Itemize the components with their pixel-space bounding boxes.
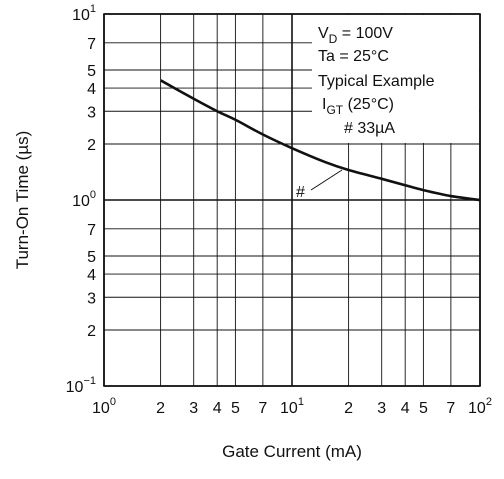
x-tick-label: 2 xyxy=(156,400,165,417)
x-tick-label: 101 xyxy=(280,396,304,417)
y-tick-label: 3 xyxy=(87,104,96,121)
y-tick-label: 2 xyxy=(87,323,96,340)
y-tick-label: 4 xyxy=(87,81,96,98)
legend-igt: IGT (25°C) xyxy=(322,96,394,117)
plot-frame xyxy=(103,13,481,387)
y-tick-label: 10−1 xyxy=(66,375,96,396)
x-tick-label: 7 xyxy=(258,400,267,417)
series-curve xyxy=(159,79,481,202)
x-tick-label: 4 xyxy=(213,400,222,417)
x-tick-label: 100 xyxy=(92,396,116,417)
y-tick-label: 5 xyxy=(87,63,96,80)
y-tick-label: 101 xyxy=(72,3,96,24)
legend-vd: VD = 100V xyxy=(318,25,393,46)
x-axis-label: Gate Current (mA) xyxy=(222,442,362,461)
y-tick-label: 3 xyxy=(87,290,96,307)
x-tick-label: 4 xyxy=(401,400,410,417)
x-tick-label: 2 xyxy=(344,400,353,417)
y-tick-label: 7 xyxy=(87,36,96,53)
legend-box xyxy=(312,15,479,143)
legend-igt-marker: # 33µA xyxy=(344,120,395,137)
y-tick-label: 4 xyxy=(87,267,96,284)
y-tick-label: 2 xyxy=(87,137,96,154)
y-tick-label: 7 xyxy=(87,222,96,239)
x-tick-label: 3 xyxy=(377,400,386,417)
x-tick-label: 5 xyxy=(231,400,240,417)
legend-typical: Typical Example xyxy=(318,73,435,90)
x-tick-label: 7 xyxy=(446,400,455,417)
y-axis-label: Turn-On Time (µs) xyxy=(13,131,32,270)
curve-marker-leader xyxy=(310,169,343,191)
curve-marker: # xyxy=(296,184,305,201)
x-tick-label: 102 xyxy=(468,396,492,417)
y-tick-label: 5 xyxy=(87,249,96,266)
y-tick-label: 100 xyxy=(72,189,96,210)
x-tick-label: 3 xyxy=(189,400,198,417)
x-tick-label: 5 xyxy=(419,400,428,417)
x-axis-ticks: 100 2 3 4 5 7 101 2 3 4 5 7 102 xyxy=(92,396,492,417)
legend-ta: Ta = 25°C xyxy=(318,48,389,65)
